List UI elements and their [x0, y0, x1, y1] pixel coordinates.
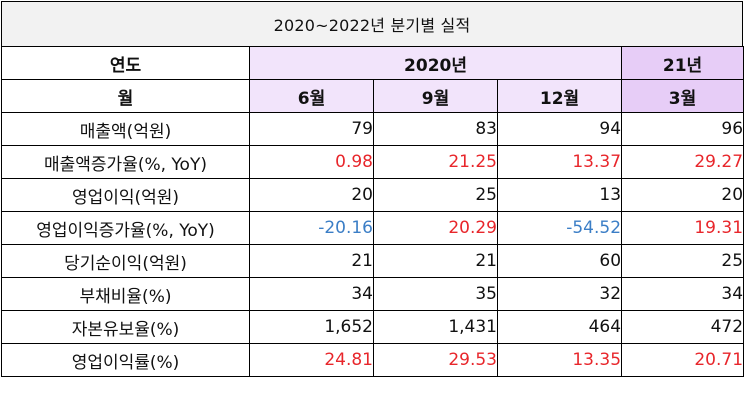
month-header: 12월	[496, 79, 623, 113]
row-label: 영업이익증가율(%, YoY)	[1, 211, 250, 245]
table-cell: 472	[621, 310, 744, 344]
year-2020-header: 2020년	[248, 46, 623, 80]
table-cell: 24.81	[249, 343, 374, 377]
table-cell: 25	[621, 244, 744, 278]
table-cell: 60	[496, 244, 623, 278]
table-cell: 19.31	[621, 211, 744, 245]
month-header: 3월	[621, 79, 744, 113]
row-label: 당기순이익(억원)	[1, 244, 250, 278]
table-cell: 35	[373, 277, 498, 311]
table-cell: -54.52	[496, 211, 623, 245]
row-label: 자본유보율(%)	[1, 310, 250, 344]
month-header-row: 월 6월 9월 12월 3월	[1, 79, 744, 113]
month-header: 6월	[249, 79, 374, 113]
year-21-header: 21년	[621, 46, 744, 80]
table-row: 부채비율(%) 34 35 32 34	[1, 277, 744, 311]
table-cell: -20.16	[249, 211, 374, 245]
table-cell: 83	[373, 112, 498, 146]
table-cell: 21	[373, 244, 498, 278]
table-row: 매출액(억원) 79 83 94 96	[1, 112, 744, 146]
table-row: 당기순이익(억원) 21 21 60 25	[1, 244, 744, 278]
table-cell: 13	[496, 178, 623, 212]
table-cell: 25	[373, 178, 498, 212]
table-cell: 94	[496, 112, 623, 146]
row-label: 영업이익(억원)	[1, 178, 250, 212]
table-cell: 20.71	[621, 343, 744, 377]
table-cell: 464	[496, 310, 623, 344]
table-cell: 0.98	[249, 145, 374, 179]
table-cell: 20	[621, 178, 744, 212]
month-label: 월	[1, 79, 250, 113]
table-cell: 96	[621, 112, 744, 146]
table-cell: 13.35	[496, 343, 623, 377]
table-cell: 20	[249, 178, 374, 212]
table-cell: 32	[496, 277, 623, 311]
table-cell: 79	[249, 112, 374, 146]
month-header: 9월	[373, 79, 498, 113]
table-title: 2020~2022년 분기별 실적	[1, 1, 743, 46]
year-label: 연도	[1, 46, 250, 80]
row-label: 매출액(억원)	[1, 112, 250, 146]
table-row: 영업이익증가율(%, YoY) -20.16 20.29 -54.52 19.3…	[1, 211, 744, 245]
quarterly-performance-table: 연도 2020년 21년 월 6월 9월 12월 3월 매출액(억원) 79 8…	[1, 46, 744, 377]
table-cell: 29.53	[373, 343, 498, 377]
table-cell: 34	[249, 277, 374, 311]
table-cell: 1,652	[249, 310, 374, 344]
row-label: 영업이익률(%)	[1, 343, 250, 377]
table-row: 영업이익률(%) 24.81 29.53 13.35 20.71	[1, 343, 744, 377]
table-cell: 34	[621, 277, 744, 311]
table-cell: 21.25	[373, 145, 498, 179]
table-cell: 20.29	[373, 211, 498, 245]
table-row: 자본유보율(%) 1,652 1,431 464 472	[1, 310, 744, 344]
row-label: 매출액증가율(%, YoY)	[1, 145, 250, 179]
year-header-row: 연도 2020년 21년	[1, 46, 744, 80]
row-label: 부채비율(%)	[1, 277, 250, 311]
table-cell: 13.37	[496, 145, 623, 179]
table-cell: 21	[249, 244, 374, 278]
table-cell: 1,431	[373, 310, 498, 344]
table-cell: 29.27	[621, 145, 744, 179]
table-row: 영업이익(억원) 20 25 13 20	[1, 178, 744, 212]
table-row: 매출액증가율(%, YoY) 0.98 21.25 13.37 29.27	[1, 145, 744, 179]
